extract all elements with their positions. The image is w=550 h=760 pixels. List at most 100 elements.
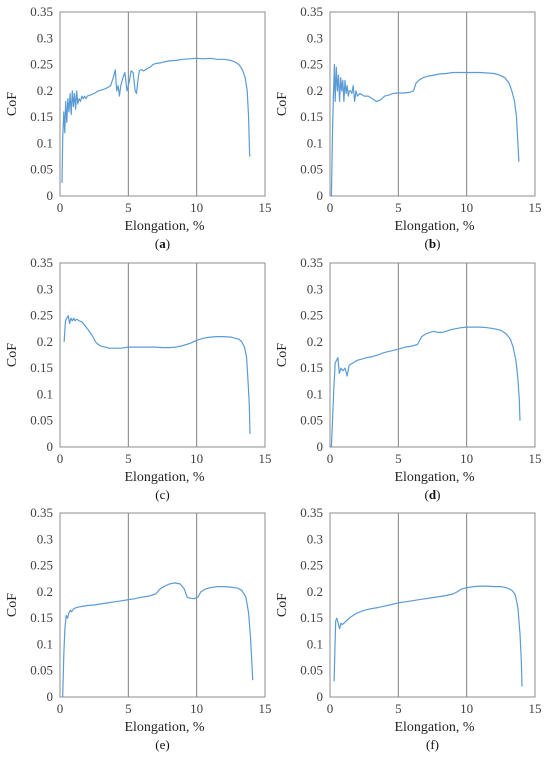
x-tick-label: 0 <box>57 451 64 466</box>
x-tick-label: 15 <box>259 701 272 716</box>
y-tick-label: 0.2 <box>37 83 53 98</box>
x-tick-label: 10 <box>190 701 203 716</box>
y-tick-label: 0.3 <box>307 281 323 296</box>
y-axis-label: CoF <box>5 92 20 116</box>
y-tick-label: 0 <box>317 439 324 454</box>
y-tick-label: 0 <box>47 689 54 704</box>
y-tick-label: 0 <box>47 188 54 203</box>
y-axis-label: CoF <box>275 593 290 617</box>
cof-series-line <box>330 326 521 448</box>
x-tick-label: 10 <box>460 451 473 466</box>
x-tick-label: 0 <box>327 451 334 466</box>
plot-area-frame <box>59 512 266 698</box>
chart-panel-d: 0 5 10 15 0 0.05 0.1 0.15 0.2 0.25 0.3 0.35 Elongati… <box>275 255 542 502</box>
x-tick-label: 5 <box>125 451 132 466</box>
x-axis-label: Elongation, % <box>394 470 474 485</box>
x-tick-label: 10 <box>460 200 473 215</box>
x-tick-label: 5 <box>125 701 132 716</box>
cof-series-line <box>333 585 523 687</box>
chart-panel-c: 0 5 10 15 0 0.05 0.1 0.15 0.2 0.25 0.3 0.35 Elongati… <box>5 255 272 502</box>
y-axis-label: CoF <box>275 343 290 367</box>
y-tick-label: 0.15 <box>30 360 53 375</box>
x-tick-label: 10 <box>460 701 473 716</box>
y-tick-label: 0.25 <box>30 308 53 323</box>
panel-label-b: (b) <box>425 236 441 251</box>
plot-area-frame <box>329 262 536 448</box>
y-tick-label: 0.25 <box>30 57 53 72</box>
y-tick-label: 0.35 <box>300 255 323 270</box>
panel-label-e: (e) <box>155 737 169 752</box>
y-tick-label: 0.05 <box>30 162 53 177</box>
chart-panel-e: 0 5 10 15 0 0.05 0.1 0.15 0.2 0.25 0.3 0.35 Elongati… <box>5 505 272 752</box>
y-tick-label: 0.1 <box>37 135 53 150</box>
x-tick-label: 5 <box>395 200 402 215</box>
cof-series-line <box>63 315 251 434</box>
y-tick-label: 0.2 <box>307 83 323 98</box>
y-tick-label: 0.2 <box>37 334 53 349</box>
chart-panel-a: 0 5 10 15 0 0.05 0.1 0.15 0.2 0.25 0.3 0.35 Elongati… <box>5 4 272 251</box>
y-tick-label: 0.25 <box>30 558 53 573</box>
x-axis-label: Elongation, % <box>124 720 204 735</box>
y-tick-label: 0.15 <box>30 610 53 625</box>
y-tick-label: 0.25 <box>300 57 323 72</box>
y-tick-label: 0.15 <box>30 109 53 124</box>
y-tick-label: 0.15 <box>300 360 323 375</box>
x-axis-label: Elongation, % <box>124 470 204 485</box>
x-tick-label: 5 <box>125 200 132 215</box>
y-tick-label: 0.35 <box>30 4 53 19</box>
y-tick-label: 0.35 <box>30 255 53 270</box>
y-tick-label: 0.1 <box>307 135 323 150</box>
x-tick-label: 5 <box>395 451 402 466</box>
y-tick-label: 0.05 <box>30 413 53 428</box>
y-tick-label: 0.3 <box>37 281 53 296</box>
y-tick-label: 0.1 <box>307 386 323 401</box>
plot-area-frame <box>59 262 266 448</box>
y-tick-label: 0.25 <box>300 558 323 573</box>
x-tick-label: 0 <box>57 701 64 716</box>
y-tick-label: 0.1 <box>37 386 53 401</box>
panel-label-d: (d) <box>425 487 441 502</box>
x-axis-label: Elongation, % <box>394 219 474 234</box>
x-tick-label: 15 <box>529 451 542 466</box>
y-tick-label: 0.2 <box>307 584 323 599</box>
y-tick-label: 0.3 <box>307 30 323 45</box>
y-axis-label: CoF <box>5 593 20 617</box>
y-tick-label: 0 <box>317 689 324 704</box>
plot-area-frame <box>59 11 266 197</box>
y-tick-label: 0.05 <box>30 663 53 678</box>
x-axis-label: Elongation, % <box>394 720 474 735</box>
cof-series-line <box>330 63 520 197</box>
x-tick-label: 10 <box>190 451 203 466</box>
x-tick-label: 5 <box>395 701 402 716</box>
y-tick-label: 0.05 <box>300 663 323 678</box>
y-tick-label: 0.25 <box>300 308 323 323</box>
y-tick-label: 0.3 <box>37 531 53 546</box>
y-tick-label: 0.1 <box>37 636 53 651</box>
chart-panel-b: 0 5 10 15 0 0.05 0.1 0.15 0.2 0.25 0.3 0.35 Elongati… <box>275 4 542 251</box>
plot-area-frame <box>329 11 536 197</box>
panel-label-c: (c) <box>155 487 169 502</box>
x-tick-label: 0 <box>327 200 334 215</box>
y-tick-label: 0.35 <box>300 505 323 520</box>
y-tick-label: 0.1 <box>307 636 323 651</box>
y-tick-label: 0.05 <box>300 162 323 177</box>
y-tick-label: 0.3 <box>37 30 53 45</box>
y-tick-label: 0.3 <box>307 531 323 546</box>
y-axis-label: CoF <box>5 343 20 367</box>
y-tick-label: 0.2 <box>37 584 53 599</box>
plot-area-frame <box>329 512 536 698</box>
y-tick-label: 0.15 <box>300 109 323 124</box>
y-tick-label: 0 <box>317 188 324 203</box>
y-tick-label: 0.2 <box>307 334 323 349</box>
x-tick-label: 15 <box>529 701 542 716</box>
y-tick-label: 0.15 <box>300 610 323 625</box>
x-axis-label: Elongation, % <box>124 219 204 234</box>
y-axis-label: CoF <box>275 92 290 116</box>
x-tick-label: 15 <box>529 200 542 215</box>
cof-series-line <box>61 57 251 183</box>
x-tick-label: 10 <box>190 200 203 215</box>
y-tick-label: 0.05 <box>300 413 323 428</box>
x-tick-label: 15 <box>259 451 272 466</box>
panel-label-a: (a) <box>155 236 170 251</box>
